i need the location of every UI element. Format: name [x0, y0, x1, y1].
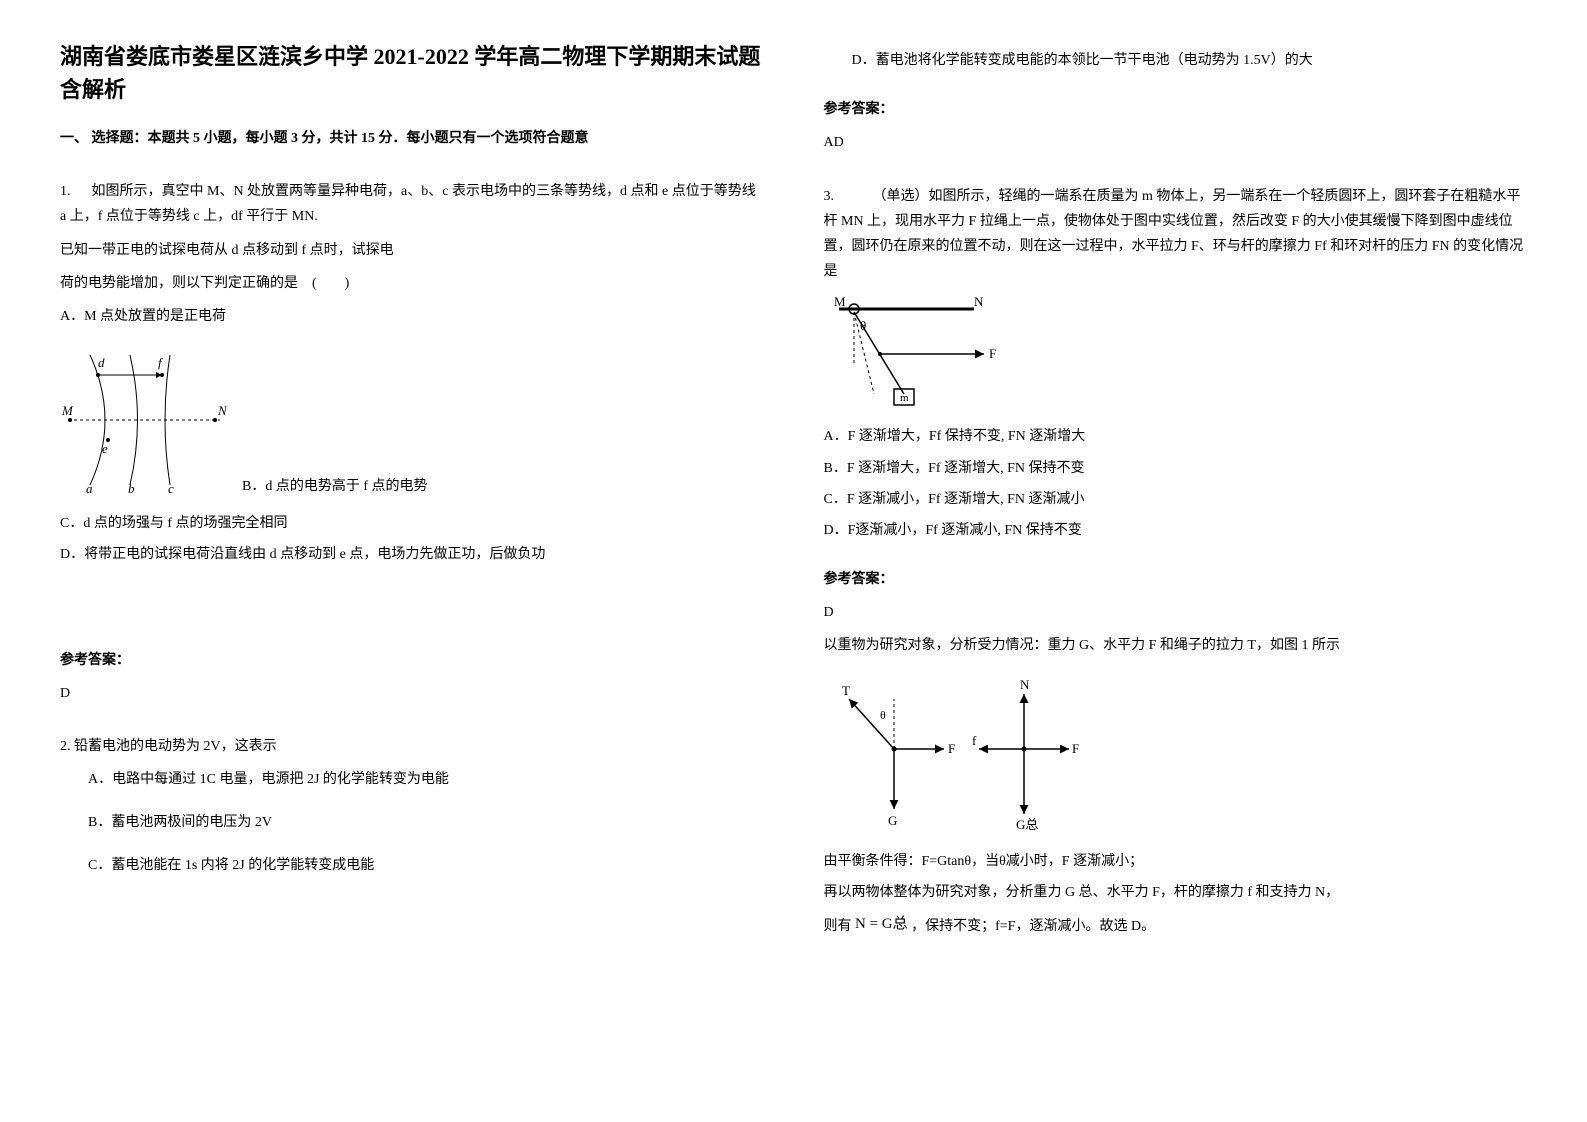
q1-label-b: b	[128, 481, 135, 495]
q1-option-d: D．将带正电的试探电荷沿直线由 d 点移动到 e 点，电场力先做正功，后做负功	[60, 542, 764, 567]
q3-number: 3.	[824, 189, 835, 204]
q1-answer: D	[60, 681, 764, 706]
q2-number: 2.	[60, 739, 71, 754]
q3-figure-force: T θ F G N f F G总	[824, 669, 1528, 839]
q3a-label-M: M	[834, 294, 846, 309]
q3-exp4-formula: N = G总	[855, 916, 908, 932]
q3b-label-G: G	[888, 813, 897, 828]
q2-stem-text: 铅蓄电池的电动势为 2V，这表示	[74, 739, 277, 754]
q1-label-M: M	[61, 403, 74, 418]
q3-explain-3: 再以两物体整体为研究对象，分析重力 G 总、水平力 F，杆的摩擦力 f 和支持力…	[824, 880, 1528, 905]
q1-stem3: 荷的电势能增加，则以下判定正确的是 ( )	[60, 271, 764, 296]
exam-page: 湖南省娄底市娄星区涟滨乡中学 2021-2022 学年高二物理下学期期末试题含解…	[60, 40, 1527, 951]
q3-exp4-pre: 则有	[824, 919, 852, 934]
q3a-label-theta: θ	[860, 318, 866, 333]
q1-label-c: c	[168, 481, 174, 495]
q1-figure-row: d f M N e a b c B．d 点的电势高于 f 点的电势	[60, 335, 764, 505]
q3b-label-GR: G总	[1016, 817, 1038, 832]
q1-label-a: a	[86, 481, 93, 495]
q3b-label-N: N	[1020, 677, 1030, 692]
q2-option-a: A．电路中每通过 1C 电量，电源把 2J 的化学能转变为电能	[60, 767, 764, 792]
section-1-header: 一、 选择题：本题共 5 小题，每小题 3 分，共计 15 分．每小题只有一个选…	[60, 126, 764, 151]
q1-answer-label: 参考答案：	[60, 648, 764, 673]
q1-figure: d f M N e a b c	[60, 345, 230, 495]
question-2: 2. 铅蓄电池的电动势为 2V，这表示 A．电路中每通过 1C 电量，电源把 2…	[60, 734, 764, 879]
q2-answer-label: 参考答案：	[824, 97, 1528, 122]
q3-option-d: D．F逐渐减小，Ff 逐渐减小, FN 保持不变	[824, 518, 1528, 543]
q1-stem2: 已知一带正电的试探电荷从 d 点移动到 f 点时，试探电	[60, 238, 764, 263]
q1-label-e: e	[102, 441, 108, 456]
q3-option-a: A．F 逐渐增大，Ff 保持不变, FN 逐渐增大	[824, 424, 1528, 449]
q3b-label-fl: f	[972, 733, 977, 748]
q1-option-a: A．M 点处放置的是正电荷	[60, 304, 764, 329]
q2-option-c: C．蓄电池能在 1s 内将 2J 的化学能转变成电能	[60, 853, 764, 878]
q3-figure-setup: M N θ F m	[824, 294, 1528, 414]
q1-number: 1.	[60, 184, 71, 199]
question-1: 1. 如图所示，真空中 M、N 处放置两等量异种电荷，a、b、c 表示电场中的三…	[60, 179, 764, 567]
q3b-label-theta: θ	[880, 708, 886, 722]
q3b-label-T: T	[842, 683, 850, 698]
q3-stem-text: （单选）如图所示，轻绳的一端系在质量为 m 物体上，另一端系在一个轻质圆环上，圆…	[824, 189, 1524, 280]
q1-label-f: f	[158, 355, 164, 370]
q3-option-b: B．F 逐渐增大，Ff 逐渐增大, FN 保持不变	[824, 456, 1528, 481]
q1-stem-line1: 1. 如图所示，真空中 M、N 处放置两等量异种电荷，a、b、c 表示电场中的三…	[60, 179, 764, 229]
q3-answer: D	[824, 600, 1528, 625]
question-3: 3. （单选）如图所示，轻绳的一端系在质量为 m 物体上，另一端系在一个轻质圆环…	[824, 184, 1528, 940]
q3-answer-label: 参考答案：	[824, 567, 1528, 592]
q3-stem: 3. （单选）如图所示，轻绳的一端系在质量为 m 物体上，另一端系在一个轻质圆环…	[824, 184, 1528, 285]
q3b-label-FR: F	[1072, 741, 1079, 756]
q3a-label-F: F	[989, 346, 996, 361]
left-column: 湖南省娄底市娄星区涟滨乡中学 2021-2022 学年高二物理下学期期末试题含解…	[60, 40, 764, 951]
q3-option-c: C．F 逐渐减小，Ff 逐渐增大, FN 逐渐减小	[824, 487, 1528, 512]
q3-explain-4: 则有 N = G总 ，保持不变；f=F，逐渐减小。故选 D。	[824, 911, 1528, 939]
q2-option-b: B．蓄电池两极间的电压为 2V	[60, 810, 764, 835]
exam-title: 湖南省娄底市娄星区涟滨乡中学 2021-2022 学年高二物理下学期期末试题含解…	[60, 40, 764, 106]
q1-label-N: N	[217, 403, 228, 418]
q3-exp4-post: ，保持不变；f=F，逐渐减小。故选 D。	[911, 919, 1155, 934]
q1-option-b: B．d 点的电势高于 f 点的电势	[242, 474, 428, 499]
right-column: D．蓄电池将化学能转变成电能的本领比一节干电池（电动势为 1.5V）的大 参考答…	[824, 40, 1528, 951]
q3-explain-1: 以重物为研究对象，分析受力情况：重力 G、水平力 F 和绳子的拉力 T，如图 1…	[824, 633, 1528, 658]
q1-option-c: C．d 点的场强与 f 点的场强完全相同	[60, 511, 764, 536]
q1-label-d: d	[98, 355, 105, 370]
q3b-label-F: F	[948, 741, 955, 756]
q3a-label-m: m	[900, 392, 909, 404]
q2-stem: 2. 铅蓄电池的电动势为 2V，这表示	[60, 734, 764, 759]
q2-option-d: D．蓄电池将化学能转变成电能的本领比一节干电池（电动势为 1.5V）的大	[824, 48, 1528, 73]
q1-stem1: 如图所示，真空中 M、N 处放置两等量异种电荷，a、b、c 表示电场中的三条等势…	[60, 184, 756, 224]
q3a-label-N: N	[974, 294, 984, 309]
q2-answer: AD	[824, 130, 1528, 155]
q3-explain-2: 由平衡条件得：F=Gtanθ，当θ减小时，F 逐渐减小；	[824, 849, 1528, 874]
